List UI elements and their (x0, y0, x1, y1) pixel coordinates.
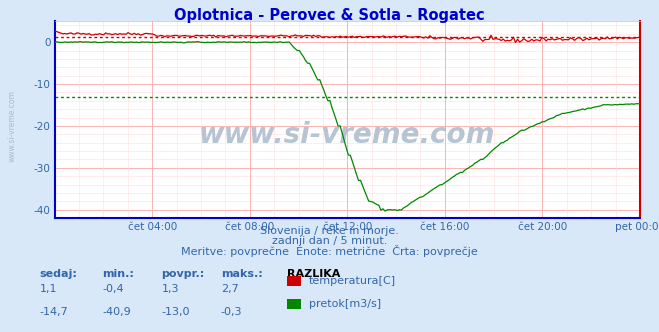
Text: zadnji dan / 5 minut.: zadnji dan / 5 minut. (272, 236, 387, 246)
Text: -0,4: -0,4 (102, 284, 124, 294)
Text: -14,7: -14,7 (40, 307, 69, 317)
Text: 1,3: 1,3 (161, 284, 179, 294)
Text: povpr.:: povpr.: (161, 269, 205, 279)
Text: -13,0: -13,0 (161, 307, 190, 317)
Text: sedaj:: sedaj: (40, 269, 77, 279)
Text: Slovenija / reke in morje.: Slovenija / reke in morje. (260, 226, 399, 236)
Text: 2,7: 2,7 (221, 284, 239, 294)
Text: www.si-vreme.com: www.si-vreme.com (199, 122, 496, 149)
Text: 1,1: 1,1 (40, 284, 57, 294)
Text: min.:: min.: (102, 269, 134, 279)
Text: pretok[m3/s]: pretok[m3/s] (309, 299, 381, 309)
Text: Oplotnica - Perovec & Sotla - Rogatec: Oplotnica - Perovec & Sotla - Rogatec (174, 8, 485, 23)
Text: RAZLIKA: RAZLIKA (287, 269, 340, 279)
Text: maks.:: maks.: (221, 269, 262, 279)
Text: Meritve: povprečne  Enote: metrične  Črta: povprečje: Meritve: povprečne Enote: metrične Črta:… (181, 245, 478, 257)
Text: -0,3: -0,3 (221, 307, 243, 317)
Text: temperatura[C]: temperatura[C] (309, 276, 396, 286)
Text: -40,9: -40,9 (102, 307, 131, 317)
Text: www.si-vreme.com: www.si-vreme.com (8, 90, 17, 162)
